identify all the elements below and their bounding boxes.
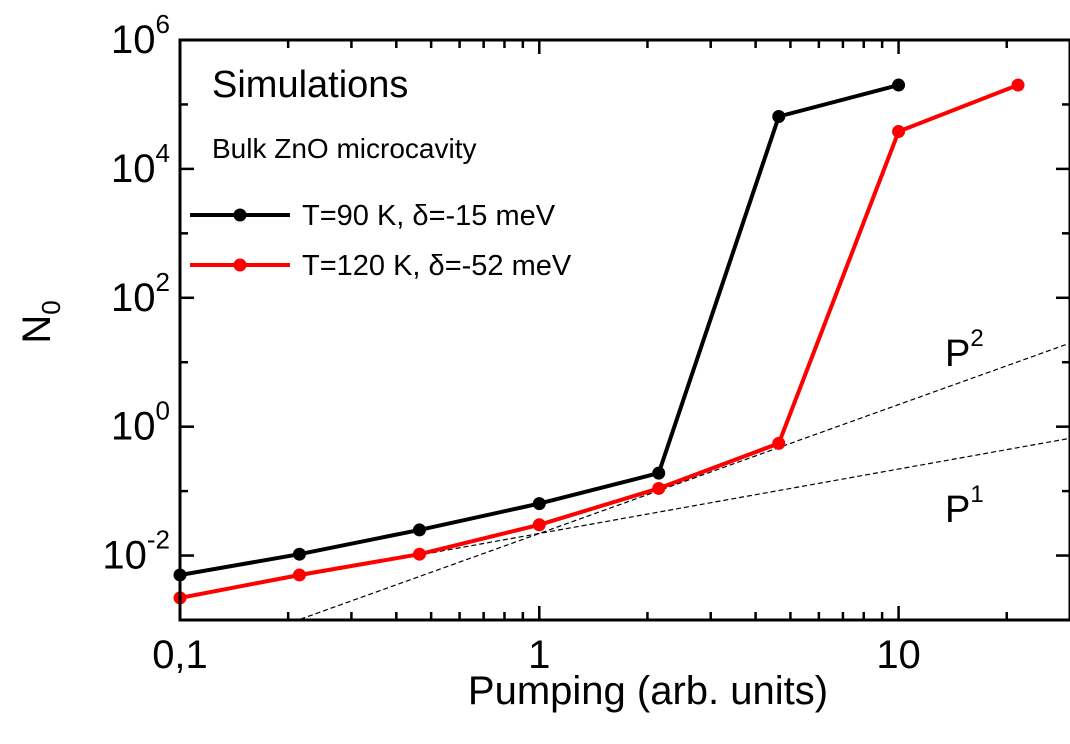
data-point [892, 125, 906, 139]
legend-swatch-marker [233, 258, 247, 272]
y-axis-title-main: N [15, 315, 59, 344]
y-tick-label: 102 [111, 267, 170, 320]
y-tick-label: 104 [111, 138, 170, 191]
axis-ticks [178, 38, 1070, 622]
data-point [652, 481, 666, 495]
svg-text:N0: N0 [15, 300, 66, 343]
data-point [1011, 78, 1025, 92]
data-point [412, 523, 426, 537]
reference-line [180, 437, 1070, 599]
x-tick-label: 0,1 [152, 633, 208, 677]
y-axis-title-subscript: 0 [36, 300, 66, 314]
annotations: P2 P1 [945, 325, 984, 531]
plot-frame [178, 38, 1070, 622]
legend-label: T=90 K, δ=-15 meV [302, 200, 556, 232]
data-point [412, 547, 426, 561]
chart-subtitle: Bulk ZnO microcavity [212, 133, 477, 164]
legend-label: T=120 K, δ=-52 meV [302, 250, 572, 282]
y-axis-title: N0 [15, 300, 66, 343]
data-point [892, 78, 906, 92]
data-point [292, 547, 306, 561]
reference-lines [180, 342, 1070, 620]
y-tick-label: 106 [111, 9, 170, 62]
x-tick-label: 10 [876, 633, 921, 677]
x-axis-title: Pumping (arb. units) [468, 669, 828, 713]
data-point [772, 436, 786, 450]
y-tick-label: 100 [111, 396, 170, 449]
legend-swatch-marker [233, 208, 247, 222]
tick-labels: 0,1 1 10 10-2 100 102 104 106 [102, 9, 920, 677]
data-point [772, 110, 786, 124]
data-point [292, 568, 306, 582]
data-point [532, 497, 546, 511]
data-markers [173, 78, 1025, 605]
reference-line-label: P1 [945, 481, 984, 531]
x-tick-label: 1 [528, 633, 550, 677]
series-line [180, 83, 1019, 600]
reference-line [296, 342, 1070, 620]
data-point [652, 466, 666, 480]
y-tick-label: 10-2 [102, 525, 170, 578]
reference-line-label: P2 [945, 325, 984, 375]
legend: T=90 K, δ=-15 meV T=120 K, δ=-52 meV [190, 200, 572, 282]
data-point [532, 518, 546, 532]
chart-title: Simulations [212, 64, 408, 106]
